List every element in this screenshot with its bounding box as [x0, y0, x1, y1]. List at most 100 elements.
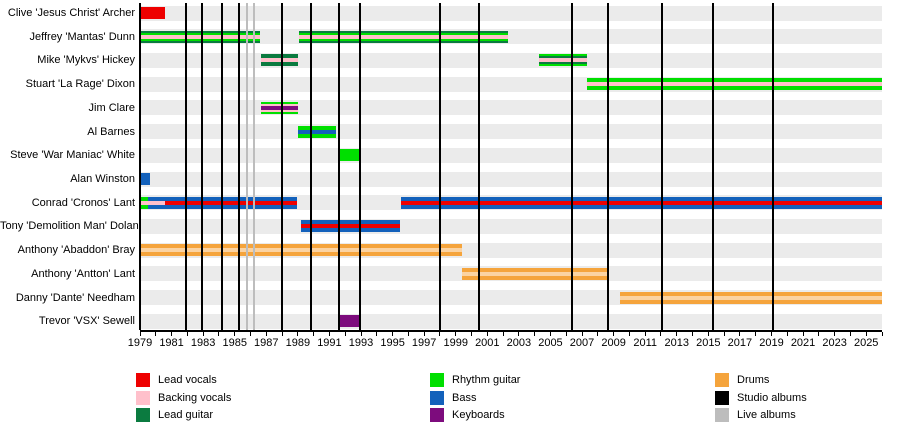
axis-tick	[723, 332, 725, 336]
axis-tick	[250, 332, 251, 336]
legend-label: Live albums	[737, 409, 796, 421]
axis-tick	[628, 332, 630, 336]
tenure-bar	[401, 196, 882, 209]
studio-albums-swatch	[715, 390, 729, 405]
axis-tick	[297, 332, 299, 336]
axis-year-label: 2021	[790, 337, 816, 349]
axis-tick	[471, 332, 473, 336]
axis-year-label: 2009	[601, 337, 626, 349]
axis-year-label: 1989	[285, 337, 311, 349]
tenure-bar	[338, 149, 361, 162]
axis-tick	[676, 332, 678, 336]
tenure-bar	[619, 291, 882, 304]
legend-item: Lead guitar	[136, 408, 213, 422]
keyboards-swatch	[430, 408, 444, 422]
legend-label: Lead guitar	[158, 409, 214, 421]
axis-tick	[423, 332, 425, 336]
studio-album-line	[238, 3, 241, 330]
axis-tick	[692, 332, 694, 336]
studio-album-line	[184, 3, 187, 330]
member-label: Danny 'Dante' Needham	[15, 291, 135, 304]
tenure-bar	[140, 196, 148, 209]
tenure-bar	[301, 220, 401, 233]
studio-album-line	[772, 3, 775, 330]
studio-album-line	[359, 3, 362, 330]
legend-label: Bass	[452, 391, 477, 404]
axis-tick	[770, 332, 772, 336]
axis-tick	[455, 332, 457, 336]
axis-year-label: 2011	[633, 337, 658, 349]
axis-tick	[834, 332, 836, 336]
role-stripe	[165, 200, 298, 205]
row-stripe	[140, 124, 882, 140]
row-stripe	[140, 147, 882, 163]
axis-tick	[739, 332, 741, 336]
legend-item: Bass	[430, 390, 477, 405]
legend-item: Keyboards	[430, 408, 505, 422]
axis-year-label: 1999	[443, 337, 468, 349]
studio-album-line	[712, 3, 715, 330]
tenure-bar	[338, 315, 361, 328]
member-label: Mike 'Mykvs' Hickey	[37, 54, 135, 67]
axis-tick	[218, 332, 220, 336]
axis-tick	[581, 332, 583, 336]
role-stripe	[462, 271, 608, 276]
row-stripe	[140, 52, 882, 68]
axis-tick	[155, 332, 157, 336]
tenure-bar	[140, 30, 260, 43]
role-stripe	[297, 129, 336, 134]
axis-tick	[786, 332, 788, 336]
member-label: Al Barnes	[87, 125, 135, 138]
axis-year-label: 2017	[727, 337, 753, 349]
studio-album-line	[337, 3, 340, 330]
lead-guitar-swatch	[136, 408, 150, 422]
tenure-bar	[539, 54, 587, 67]
rhythm-guitar-swatch	[430, 373, 444, 387]
axis-year-label: 2001	[475, 337, 500, 349]
role-stripe	[301, 224, 401, 229]
axis-tick	[407, 332, 409, 336]
role-stripe	[299, 34, 508, 39]
axis-tick	[534, 332, 536, 336]
axis-tick	[376, 332, 378, 336]
member-label: Tony 'Demolition Man' Dolan	[0, 220, 139, 233]
member-label: Anthony 'Antton' Lant	[31, 267, 135, 280]
axis-year-label: 1993	[348, 337, 374, 349]
axis-year-label: 2005	[538, 337, 563, 349]
axis-tick	[439, 332, 441, 336]
legend-label: Keyboards	[452, 409, 505, 421]
row-stripe	[140, 5, 882, 21]
studio-album-line	[570, 3, 573, 330]
member-label: Alan Winston	[70, 173, 135, 186]
axis-year-label: 1979	[127, 337, 153, 349]
member-label: Anthony 'Abaddon' Bray	[17, 244, 135, 257]
tenure-bar	[260, 54, 298, 67]
axis-year-label: 2013	[664, 337, 689, 349]
axis-tick	[202, 332, 204, 336]
studio-album-line	[477, 3, 480, 330]
role-stripe	[260, 105, 298, 110]
row-stripe	[140, 313, 882, 329]
tenure-bar	[165, 196, 298, 209]
studio-album-line	[660, 3, 663, 330]
axis-tick	[502, 332, 504, 336]
live-album-line	[253, 3, 256, 330]
axis-tick	[707, 332, 709, 336]
axis-tick	[597, 332, 599, 336]
studio-album-line	[200, 3, 203, 330]
tenure-bar	[462, 267, 608, 280]
member-label: Clive 'Jesus Christ' Archer	[7, 7, 135, 19]
axis-year-label: 2019	[759, 337, 784, 349]
axis-tick	[818, 332, 820, 336]
axis-tick	[644, 332, 646, 336]
tenure-bar	[140, 7, 166, 19]
axis-tick	[802, 332, 804, 336]
axis-year-label: 1991	[317, 337, 342, 349]
tenure-bar	[299, 30, 508, 43]
row-stripe	[140, 171, 882, 187]
bass-swatch	[430, 390, 444, 405]
live-album-line	[245, 3, 248, 330]
studio-album-line	[221, 3, 224, 330]
axis-tick	[660, 332, 662, 336]
